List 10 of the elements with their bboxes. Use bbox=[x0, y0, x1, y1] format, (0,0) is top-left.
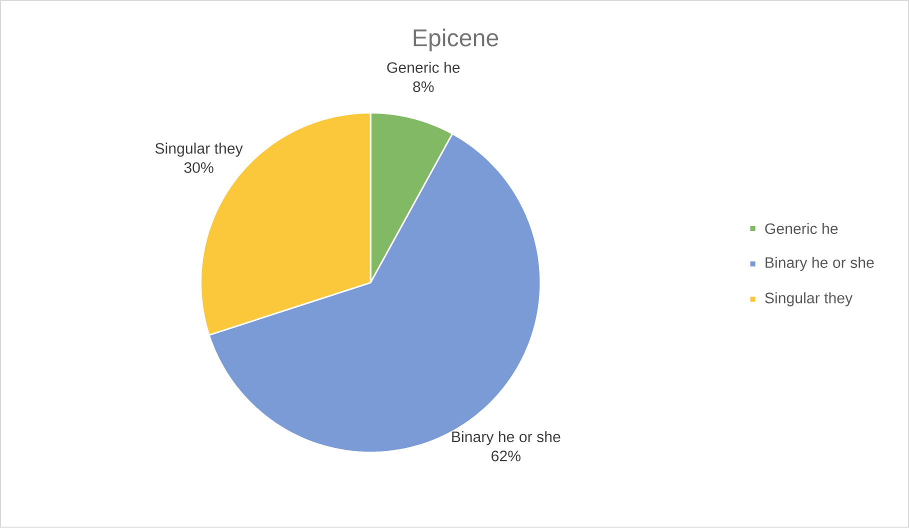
data-label: 62% bbox=[492, 450, 521, 462]
data-label: 8% bbox=[413, 81, 434, 92]
legend-label: Binary he or she bbox=[766, 256, 874, 272]
data-label: 30% bbox=[184, 162, 214, 174]
slice-label: Singular they bbox=[155, 142, 243, 157]
slice-label: Binary he or she bbox=[452, 431, 560, 446]
chart-title: Epicene bbox=[414, 28, 498, 52]
legend-label: Generic he bbox=[765, 223, 838, 234]
legend-label: Singular they bbox=[765, 292, 853, 306]
slice-label: Generic he bbox=[387, 62, 460, 74]
